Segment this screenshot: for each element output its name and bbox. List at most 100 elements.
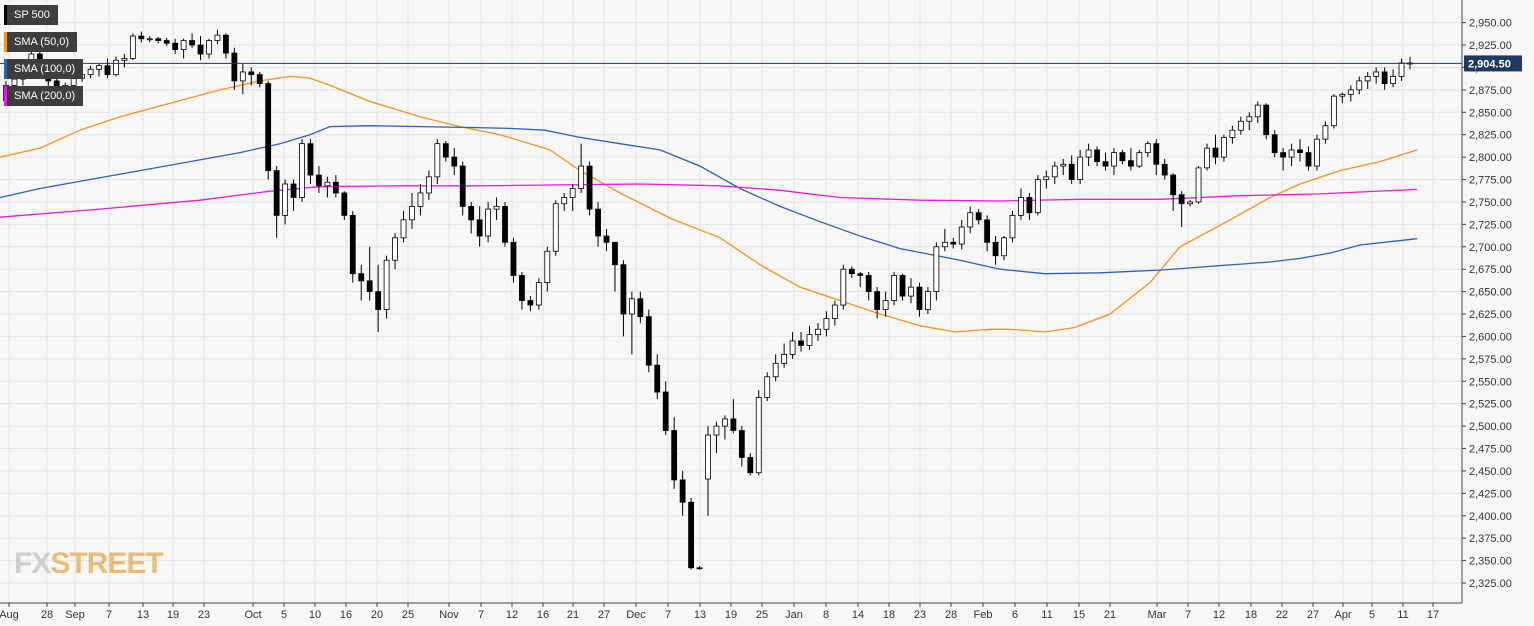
candle xyxy=(417,184,424,216)
candle xyxy=(865,271,872,301)
candle-body xyxy=(561,197,568,205)
candle xyxy=(206,38,212,59)
candle-body xyxy=(400,219,407,239)
candle-body xyxy=(535,282,542,306)
candle-body xyxy=(519,275,525,301)
candle-body xyxy=(1060,163,1067,167)
current-price-marker: 2,904.50 xyxy=(0,55,1522,72)
candle xyxy=(738,426,745,467)
candle-body xyxy=(781,353,788,364)
x-tick-label: 8 xyxy=(823,609,829,621)
candle xyxy=(747,452,754,476)
candle-body xyxy=(392,237,398,261)
candle-body xyxy=(1263,104,1270,136)
candle-body xyxy=(1170,174,1177,196)
y-tick-label: 2,350.00 xyxy=(1469,556,1512,568)
candle-body xyxy=(1271,134,1278,154)
candle xyxy=(324,176,331,198)
candle xyxy=(603,228,610,252)
x-tick-label: Sep xyxy=(65,609,85,621)
candle xyxy=(637,291,644,323)
candle-body xyxy=(848,268,855,275)
candle-body xyxy=(578,165,585,189)
candle xyxy=(840,264,847,310)
candle xyxy=(265,80,272,180)
candle xyxy=(1001,236,1007,261)
candle xyxy=(1094,146,1100,167)
candle xyxy=(679,470,686,516)
candle xyxy=(87,65,94,79)
candle xyxy=(1212,134,1219,165)
candle xyxy=(172,38,179,55)
y-axis: 2,325.00 2,350.00 2,375.00 2,400.00 2,425.00… xyxy=(1462,18,1512,590)
candle-body xyxy=(857,273,864,276)
candle xyxy=(1347,85,1354,102)
y-tick-label: 2,400.00 xyxy=(1469,511,1512,523)
x-tick-label: 7 xyxy=(478,609,484,621)
candle-body xyxy=(425,176,432,194)
candle xyxy=(848,266,855,279)
candle xyxy=(1009,210,1016,243)
candle xyxy=(155,36,162,44)
x-tick-label: Dec xyxy=(626,609,646,621)
candle xyxy=(1381,67,1388,90)
x-tick-label: 10 xyxy=(309,609,321,621)
x-tick-label: 13 xyxy=(137,609,149,621)
y-tick-label: 2,575.00 xyxy=(1469,354,1512,366)
x-tick-label: 18 xyxy=(1245,609,1257,621)
candle xyxy=(1127,148,1134,171)
candle-body xyxy=(696,567,703,570)
candle-body xyxy=(485,208,491,237)
candle-body xyxy=(282,183,289,216)
candle xyxy=(189,33,195,48)
candle xyxy=(392,233,398,270)
sma200-line xyxy=(0,183,1418,218)
y-tick-label: 2,450.00 xyxy=(1469,466,1512,478)
candle-body xyxy=(679,479,686,503)
candle-body xyxy=(891,275,897,301)
candle-body xyxy=(705,434,711,480)
candle xyxy=(468,201,475,234)
candle xyxy=(1060,158,1067,176)
candle xyxy=(705,426,711,516)
candle xyxy=(375,264,382,332)
candle-body xyxy=(70,77,77,86)
candle xyxy=(239,62,246,95)
legend-swatch xyxy=(4,32,7,52)
candle xyxy=(1111,148,1117,176)
candle-body xyxy=(104,65,111,76)
y-tick-label: 2,700.00 xyxy=(1469,242,1512,254)
candle-body xyxy=(806,334,813,346)
candle-body xyxy=(256,74,263,84)
candle-body xyxy=(265,83,272,171)
x-tick-label: Oct xyxy=(244,609,261,621)
candle-body xyxy=(1390,76,1396,84)
candle-body xyxy=(493,206,500,210)
candle xyxy=(163,37,170,46)
candle-body xyxy=(1102,161,1109,167)
candle xyxy=(290,179,297,211)
candle-body xyxy=(129,35,136,59)
candle xyxy=(1339,92,1346,104)
candle xyxy=(612,241,618,292)
candle-body xyxy=(984,219,991,243)
sma100-line xyxy=(0,125,1418,275)
candle-body xyxy=(1077,156,1084,180)
y-tick-label: 2,875.00 xyxy=(1469,85,1512,97)
candle-body xyxy=(1001,237,1007,257)
candle xyxy=(671,417,678,489)
candle-body xyxy=(941,241,948,248)
candle-body xyxy=(290,183,297,198)
y-tick-label: 2,525.00 xyxy=(1469,399,1512,411)
candle-body xyxy=(1297,149,1303,154)
candle xyxy=(662,381,669,436)
x-tick-label: Aug xyxy=(0,609,19,621)
candle-body xyxy=(637,298,644,318)
candle xyxy=(764,372,771,401)
y-tick-label: 2,425.00 xyxy=(1469,488,1512,500)
candle xyxy=(1229,125,1236,144)
candle-body xyxy=(722,418,728,427)
candle xyxy=(1144,140,1151,158)
candle xyxy=(806,325,813,350)
candle xyxy=(510,237,517,283)
